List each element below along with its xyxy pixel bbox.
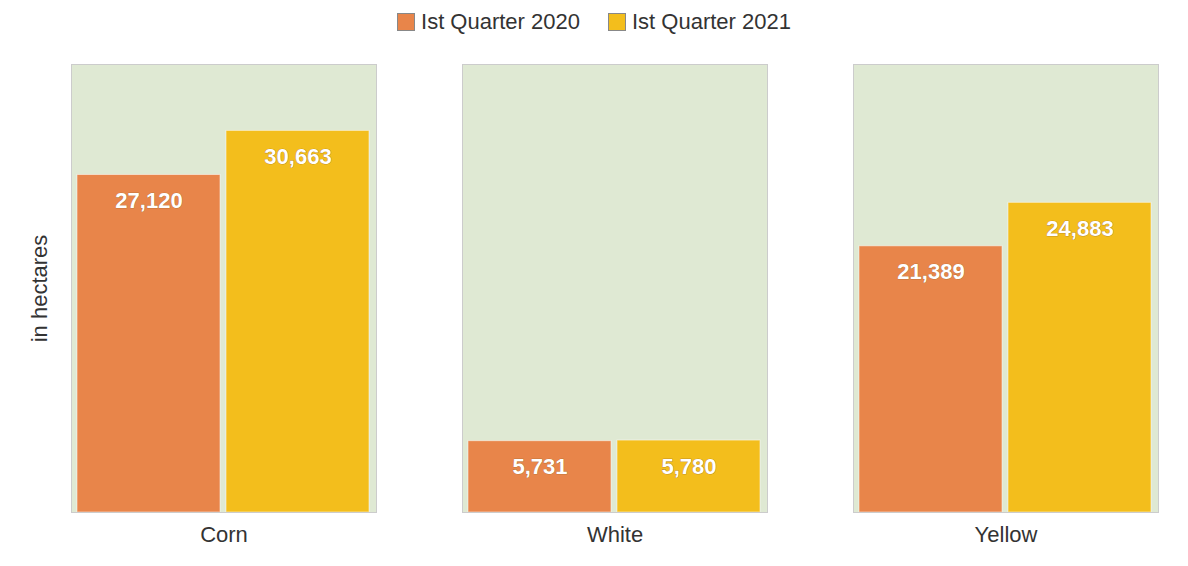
svg-text:24,883: 24,883 [1046,216,1113,241]
svg-text:Yellow: Yellow [975,522,1038,547]
svg-text:21,389: 21,389 [897,259,964,284]
svg-text:Corn: Corn [200,522,248,547]
svg-text:27,120: 27,120 [115,188,182,213]
svg-text:5,780: 5,780 [661,454,716,479]
html-text:Ist Quarter 2021: Ist Quarter 2021 [632,9,791,34]
svg-text:30,663: 30,663 [264,144,331,169]
svg-text:in hectares: in hectares [27,235,52,343]
svg-text:White: White [587,522,643,547]
svg-text:5,731: 5,731 [512,454,567,479]
html-text:Ist Quarter 2020: Ist Quarter 2020 [421,9,580,34]
